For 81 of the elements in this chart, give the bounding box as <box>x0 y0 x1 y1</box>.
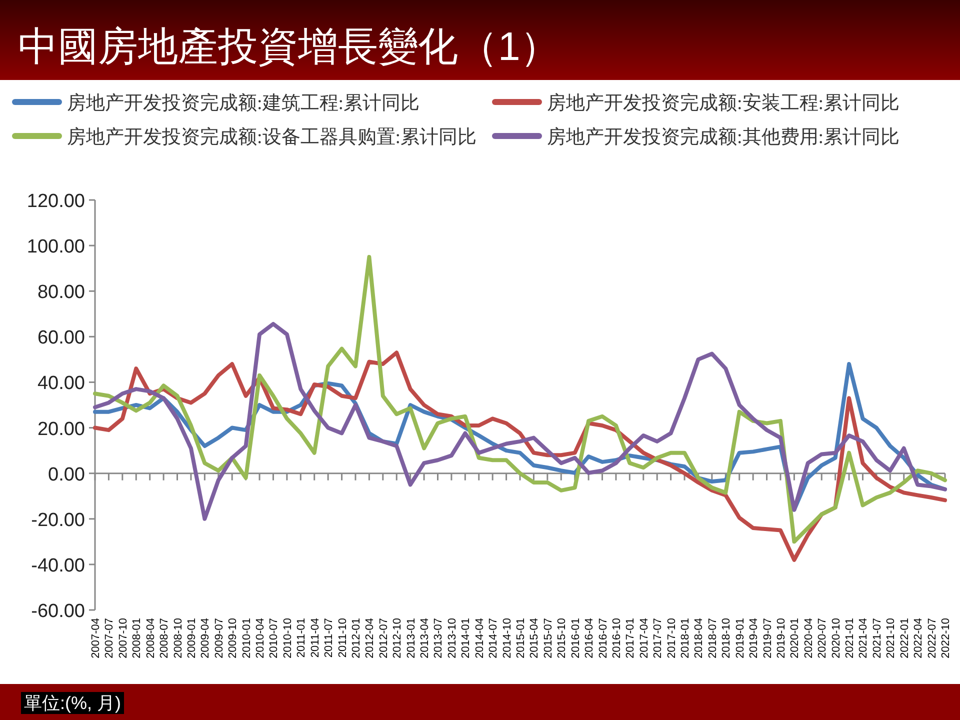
x-tick-label: 2013-01 <box>405 618 418 658</box>
chart-title: 中國房地產投資增長變化（1） <box>18 25 560 69</box>
x-tick-label: 2015-04 <box>528 618 541 658</box>
x-tick-label: 2017-10 <box>666 618 678 658</box>
x-tick-label: 2012-07 <box>378 618 390 658</box>
y-tick-label: 60.00 <box>37 328 85 349</box>
y-tick-label: -20.00 <box>31 510 85 531</box>
x-tick-label: 2019-01 <box>734 618 746 658</box>
x-tick-label: 2016-07 <box>597 618 610 658</box>
x-tick-label: 2009-01 <box>186 618 198 658</box>
text: 單位:(%, 月) <box>24 693 121 713</box>
y-tick-label: 80.00 <box>37 282 85 304</box>
x-tick-label: 2015-01 <box>515 618 527 658</box>
x-tick-label: 2007-07 <box>104 618 116 658</box>
y-tick-label: 120.00 <box>26 191 85 212</box>
x-tick-label: 2010-01 <box>240 618 253 658</box>
x-tick-label: 2009-04 <box>200 618 212 658</box>
legend-label: 房地产开发投资完成额:设备工器具购置:累计同比 <box>67 126 477 148</box>
x-tick-label: 2009-10 <box>227 618 240 658</box>
x-tick-label: 2012-10 <box>392 618 404 658</box>
legend-label: 房地产开发投资完成额:建筑工程:累计同比 <box>67 92 420 114</box>
legend-label: 房地产开发投资完成额:其他费用:累计同比 <box>547 126 900 148</box>
x-tick-label: 2018-07 <box>706 618 719 658</box>
x-tick-label: 2014-01 <box>460 618 472 658</box>
x-tick-label: 2013-10 <box>446 618 458 658</box>
x-tick-label: 2022-10 <box>940 618 952 658</box>
y-tick-label: 0.00 <box>48 464 85 486</box>
x-tick-label: 2017-07 <box>652 618 664 658</box>
y-tick-label: -40.00 <box>31 555 85 576</box>
line-series <box>93 254 947 544</box>
y-tick-label: -60.00 <box>31 601 85 622</box>
x-tick-label: 2022-01 <box>898 618 911 658</box>
x-tick-label: 2015-07 <box>542 618 554 658</box>
x-tick-label: 2011-07 <box>323 618 336 658</box>
x-tick-label: 2008-10 <box>172 618 184 658</box>
x-tick-label: 2014-04 <box>474 618 486 658</box>
x-tick-label: 2019-04 <box>748 618 760 658</box>
x-tick-label: 2021-10 <box>885 618 898 658</box>
x-tick-label: 2019-10 <box>775 618 788 658</box>
x-tick-label: 2007-04 <box>90 618 102 658</box>
x-tick-label: 2013-07 <box>432 618 445 658</box>
x-tick-label: 2007-10 <box>117 618 130 658</box>
x-tick-label: 2019-07 <box>762 618 774 658</box>
x-tick-label: 2009-07 <box>213 618 226 658</box>
y-tick-label: 100.00 <box>26 236 85 258</box>
x-tick-label: 2011-10 <box>336 618 349 658</box>
x-tick-label: 2015-10 <box>556 618 568 658</box>
y-tick-label: 20.00 <box>37 418 85 440</box>
x-tick-label: 2022-04 <box>912 618 925 658</box>
x-tick-label: 2016-04 <box>584 618 596 658</box>
x-tick-label: 2022-07 <box>926 618 938 658</box>
x-tick-label: 2011-04 <box>309 618 322 658</box>
legend-label: 房地产开发投资完成额:安装工程:累计同比 <box>547 92 900 114</box>
x-tick-label: 2018-10 <box>720 618 733 658</box>
x-tick-label: 2018-01 <box>680 618 692 658</box>
x-tick-label: 2014-07 <box>488 618 500 658</box>
x-tick-label: 2020-01 <box>789 618 802 658</box>
x-tick-label: 2020-07 <box>816 618 829 658</box>
line-series <box>93 322 947 521</box>
x-tick-label: 2021-04 <box>858 618 870 658</box>
x-tick-label: 2020-04 <box>802 618 815 658</box>
x-tick-label: 2021-07 <box>871 618 884 658</box>
x-tick-label: 2008-01 <box>131 618 144 658</box>
x-tick-label: 2012-04 <box>364 618 376 658</box>
x-tick-label: 2010-07 <box>268 618 280 658</box>
x-tick-label: 2008-07 <box>158 618 171 658</box>
x-tick-label: 2016-10 <box>610 618 623 658</box>
x-tick-label: 2010-10 <box>282 618 294 658</box>
x-tick-label: 2011-01 <box>296 618 308 658</box>
x-tick-label: 2017-01 <box>624 618 637 658</box>
x-tick-label: 2020-10 <box>830 618 842 658</box>
x-tick-label: 2014-10 <box>501 618 514 658</box>
x-tick-label: 2013-04 <box>419 618 432 658</box>
y-tick-label: 40.00 <box>37 373 85 394</box>
x-tick-label: 2010-04 <box>254 618 267 658</box>
x-tick-label: 2017-04 <box>638 618 650 658</box>
x-tick-label: 2012-01 <box>350 618 362 658</box>
x-tick-label: 2008-04 <box>144 618 157 658</box>
x-tick-label: 2018-04 <box>693 618 706 658</box>
x-tick-label: 2021-01 <box>844 618 856 658</box>
x-tick-label: 2016-01 <box>570 618 582 658</box>
